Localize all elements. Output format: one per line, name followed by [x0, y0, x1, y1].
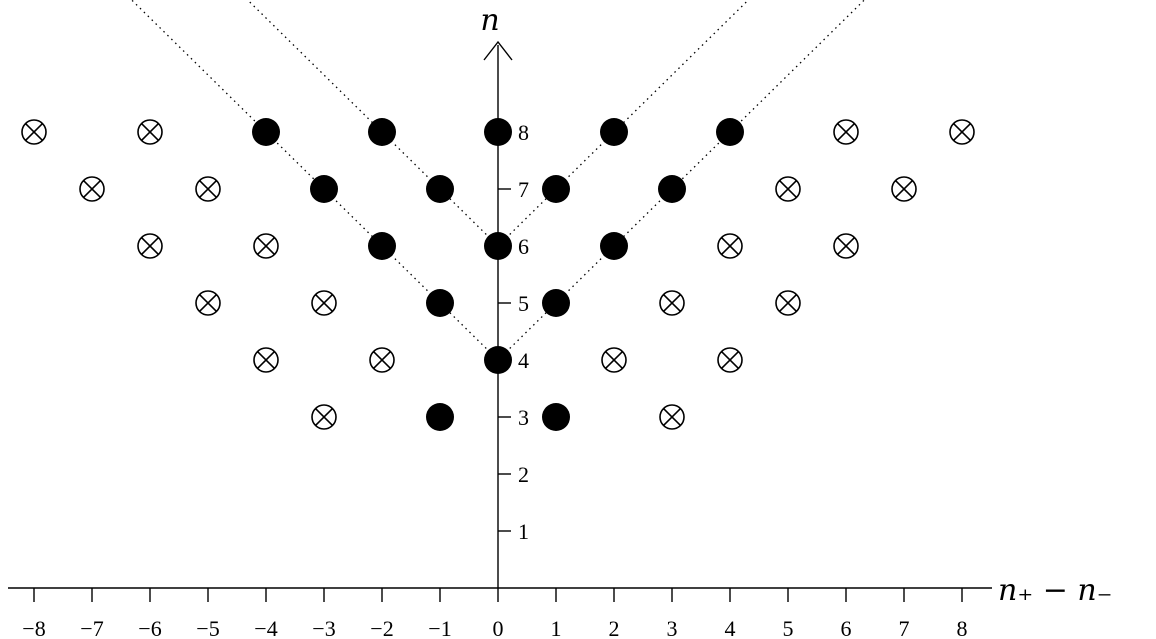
x-tick-label: 0	[493, 616, 504, 639]
filled-point	[484, 346, 512, 374]
crossed-point	[717, 347, 743, 373]
x-tick-label: 4	[725, 616, 736, 639]
x-tick-label: −3	[312, 616, 335, 639]
guide-line	[130, 0, 499, 361]
filled-point	[426, 289, 454, 317]
y-tick-label: 5	[518, 291, 529, 316]
filled-point	[658, 175, 686, 203]
crossed-point	[253, 233, 279, 259]
x-tick-label: 1	[551, 616, 562, 639]
crossed-point	[195, 290, 221, 316]
filled-point	[484, 232, 512, 260]
guide-line	[497, 0, 866, 361]
crossed-point	[659, 290, 685, 316]
y-axis-label: n	[480, 3, 499, 38]
crossed-point	[253, 347, 279, 373]
filled-point	[368, 118, 396, 146]
x-tick-label: 3	[667, 616, 678, 639]
filled-point	[484, 118, 512, 146]
filled-point	[426, 175, 454, 203]
y-ticks: 1 2 3 4 5 6 7 8	[498, 120, 529, 544]
crossed-point	[137, 119, 163, 145]
crossed-point	[833, 233, 859, 259]
crossed-point	[775, 176, 801, 202]
crossed-point	[717, 233, 743, 259]
x-tick-label: −8	[22, 616, 45, 639]
y-tick-label: 7	[518, 177, 529, 202]
guide-line	[497, 0, 750, 247]
markers	[21, 118, 975, 431]
crossed-point	[775, 290, 801, 316]
x-tick-label: −6	[138, 616, 161, 639]
filled-point	[252, 118, 280, 146]
filled-point	[716, 118, 744, 146]
x-tick-label: 8	[957, 616, 968, 639]
x-tick-label: 7	[899, 616, 910, 639]
x-tick-label: −5	[196, 616, 219, 639]
y-tick-label: 1	[518, 519, 529, 544]
y-tick-label: 2	[518, 462, 529, 487]
crossed-point	[601, 347, 627, 373]
crossed-point	[195, 176, 221, 202]
x-tick-label: −2	[370, 616, 393, 639]
x-ticks: −8 −7 −6 −5 −4 −3 −2 −1 0 1 2 3 4 5 6 7 8	[22, 588, 968, 639]
crossed-point	[79, 176, 105, 202]
crossed-point	[311, 404, 337, 430]
crossed-point	[891, 176, 917, 202]
filled-point	[542, 175, 570, 203]
crossed-point	[369, 347, 395, 373]
x-axis-label: n₊ − n₋	[998, 573, 1113, 608]
x-tick-label: 5	[783, 616, 794, 639]
filled-point	[542, 403, 570, 431]
y-tick-label: 3	[518, 405, 529, 430]
crossed-point	[659, 404, 685, 430]
guide-line	[246, 0, 499, 247]
filled-point	[600, 118, 628, 146]
y-axis-arrowhead	[483, 40, 513, 61]
crossed-point	[311, 290, 337, 316]
x-tick-label: 2	[609, 616, 620, 639]
crossed-point	[21, 119, 47, 145]
filled-point	[600, 232, 628, 260]
crossed-point	[833, 119, 859, 145]
x-tick-label: −7	[80, 616, 103, 639]
crossed-point	[949, 119, 975, 145]
x-tick-label: −1	[428, 616, 451, 639]
x-tick-label: −4	[254, 616, 277, 639]
y-tick-label: 8	[518, 120, 529, 145]
x-tick-label: 6	[841, 616, 852, 639]
filled-point	[426, 403, 454, 431]
filled-point	[310, 175, 338, 203]
y-tick-label: 6	[518, 234, 529, 259]
filled-point	[368, 232, 396, 260]
guide-lines	[130, 0, 866, 361]
filled-point	[542, 289, 570, 317]
crossed-point	[137, 233, 163, 259]
y-tick-label: 4	[518, 348, 529, 373]
